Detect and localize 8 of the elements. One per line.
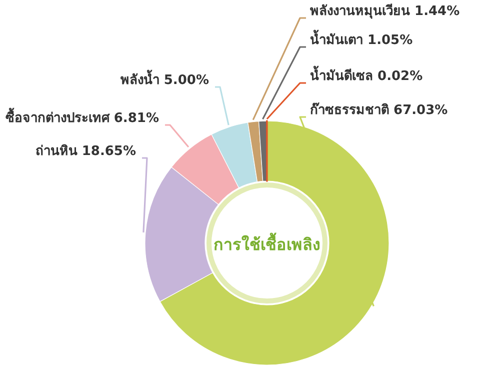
slice-label: ถ่านหิน 18.65%: [35, 144, 136, 159]
slice-label: พลังงานหมุนเวียน 1.44%: [310, 3, 460, 19]
slice-label: น้ำมันเตา 1.05%: [310, 29, 413, 48]
slice-label: พลังน้ำ 5.00%: [120, 69, 209, 88]
slice-label: ซื้อจากต่างประเทศ 6.81%: [5, 107, 159, 126]
text: การใช้เชื้อเพลิง: [214, 232, 320, 254]
slice-label: น้ำมันดีเซล 0.02%: [310, 65, 423, 84]
slice-label: ก๊าซธรรมชาติ 67.03%: [310, 103, 448, 118]
